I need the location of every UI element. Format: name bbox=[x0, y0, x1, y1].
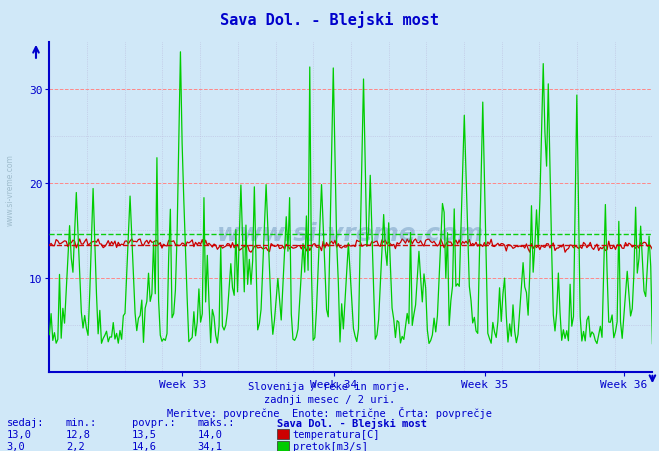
Text: temperatura[C]: temperatura[C] bbox=[293, 429, 380, 439]
Text: 12,8: 12,8 bbox=[66, 429, 91, 439]
Text: 2,2: 2,2 bbox=[66, 441, 84, 451]
Text: Sava Dol. - Blejski most: Sava Dol. - Blejski most bbox=[277, 417, 427, 428]
Text: zadnji mesec / 2 uri.: zadnji mesec / 2 uri. bbox=[264, 394, 395, 404]
Text: 3,0: 3,0 bbox=[7, 441, 25, 451]
Text: povpr.:: povpr.: bbox=[132, 417, 175, 427]
Text: Meritve: povprečne  Enote: metrične  Črta: povprečje: Meritve: povprečne Enote: metrične Črta:… bbox=[167, 406, 492, 419]
Text: 14,6: 14,6 bbox=[132, 441, 157, 451]
Text: www.si-vreme.com: www.si-vreme.com bbox=[5, 153, 14, 226]
Text: 14,0: 14,0 bbox=[198, 429, 223, 439]
Text: Slovenija / reke in morje.: Slovenija / reke in morje. bbox=[248, 381, 411, 391]
Text: pretok[m3/s]: pretok[m3/s] bbox=[293, 441, 368, 451]
Text: www.si-vreme.com: www.si-vreme.com bbox=[217, 222, 484, 246]
Text: min.:: min.: bbox=[66, 417, 97, 427]
Text: Sava Dol. - Blejski most: Sava Dol. - Blejski most bbox=[220, 11, 439, 28]
Text: 13,0: 13,0 bbox=[7, 429, 32, 439]
Text: sedaj:: sedaj: bbox=[7, 417, 44, 427]
Text: 34,1: 34,1 bbox=[198, 441, 223, 451]
Text: maks.:: maks.: bbox=[198, 417, 235, 427]
Text: 13,5: 13,5 bbox=[132, 429, 157, 439]
